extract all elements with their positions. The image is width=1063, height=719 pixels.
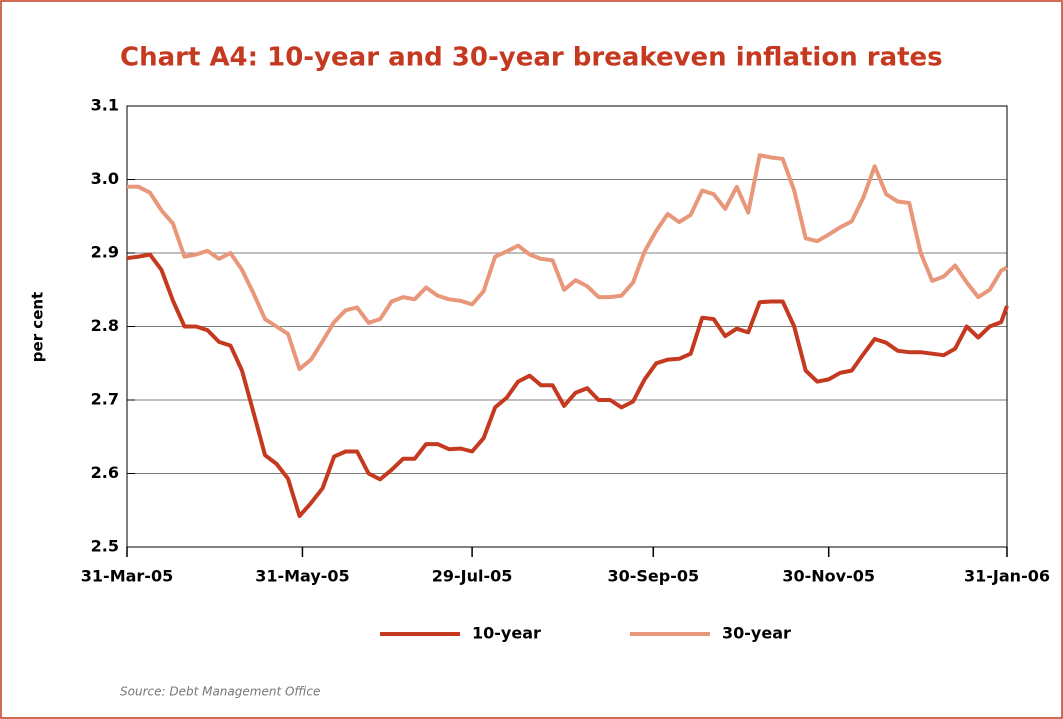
x-tick-label: 31-May-05 [255,567,349,586]
legend-label: 10-year [472,624,541,643]
x-tick-label: 31-Mar-05 [81,567,173,586]
legend-label: 30-year [722,624,791,643]
y-tick-label: 2.7 [91,390,119,409]
line-series [126,252,1009,519]
line-series [127,153,1008,372]
y-tick-label: 2.9 [91,243,119,262]
y-tick-label: 3.1 [91,96,119,115]
x-tick-label: 30-Sep-05 [607,567,699,586]
x-tick-label: 29-Jul-05 [432,567,513,586]
y-axis-label: per cent [29,292,47,362]
plot-border [126,105,1008,548]
y-tick-label: 2.5 [91,537,119,556]
x-tick-label: 31-Jan-06 [964,567,1050,586]
y-tick-label: 3.0 [91,169,119,188]
x-tick-label: 30-Nov-05 [782,567,875,586]
y-tick-label: 2.8 [91,316,119,335]
chart-title: Chart A4: 10-year and 30-year breakeven … [120,43,943,73]
source: Source: Debt Management Office [120,685,320,699]
y-tick-label: 2.6 [91,463,119,482]
